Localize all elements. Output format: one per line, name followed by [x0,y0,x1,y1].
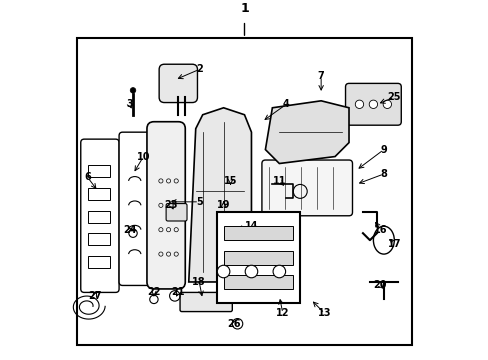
Circle shape [217,265,229,278]
Bar [223,251,293,265]
Text: 20: 20 [373,280,386,291]
Text: 9: 9 [380,145,386,154]
Text: 18: 18 [192,277,205,287]
FancyBboxPatch shape [147,122,185,289]
FancyBboxPatch shape [119,132,150,285]
Text: 19: 19 [216,200,230,210]
FancyBboxPatch shape [166,204,186,221]
Circle shape [272,265,285,278]
Text: 15: 15 [224,176,237,186]
Text: 14: 14 [244,221,258,231]
Text: 1: 1 [240,3,248,15]
Text: 27: 27 [88,291,101,301]
Text: 25: 25 [387,92,400,102]
Circle shape [383,100,391,108]
Text: 2: 2 [195,64,202,75]
FancyBboxPatch shape [262,160,352,216]
Bar [223,275,293,289]
Text: 7: 7 [317,71,324,81]
Text: 4: 4 [283,99,289,109]
Bar [216,212,300,303]
Text: 13: 13 [317,308,331,318]
Text: 16: 16 [373,225,386,235]
Text: 22: 22 [147,287,161,297]
Text: 24: 24 [122,225,136,235]
Bar [87,256,110,268]
FancyBboxPatch shape [81,139,119,292]
FancyBboxPatch shape [345,84,401,125]
Polygon shape [188,108,251,282]
Text: 3: 3 [126,99,133,109]
Text: 17: 17 [387,239,400,249]
Text: 11: 11 [272,176,285,186]
Text: 12: 12 [276,308,289,318]
Text: 6: 6 [84,172,91,183]
Text: 10: 10 [137,152,150,162]
Bar [223,226,293,240]
Bar [87,233,110,246]
FancyBboxPatch shape [159,64,197,103]
Text: 5: 5 [195,197,202,207]
Polygon shape [265,101,348,163]
Text: 23: 23 [164,200,178,210]
FancyBboxPatch shape [180,292,232,311]
FancyBboxPatch shape [214,183,246,207]
Text: 8: 8 [380,169,386,179]
Circle shape [244,265,257,278]
Bar [87,165,110,177]
Bar [87,211,110,223]
Bar [87,188,110,200]
Circle shape [130,87,136,93]
Bar [77,38,411,345]
Polygon shape [223,195,230,212]
Circle shape [368,100,377,108]
Text: 26: 26 [227,319,240,329]
Circle shape [355,100,363,108]
Text: 21: 21 [171,287,184,297]
